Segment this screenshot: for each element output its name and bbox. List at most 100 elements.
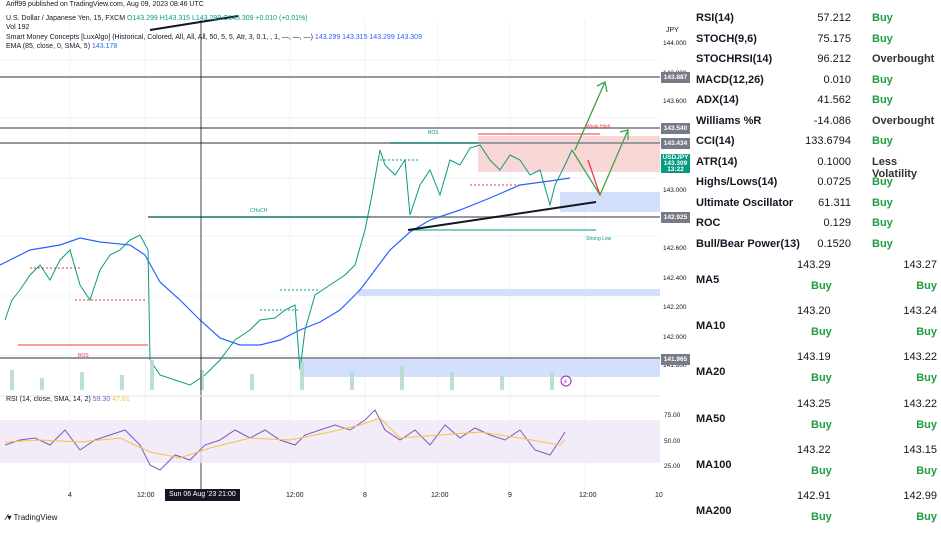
indicator-value: 0.0725 [817, 176, 851, 188]
trendline [407, 201, 597, 231]
price-tick: 141.800 [663, 362, 687, 369]
indicator-value: 0.129 [823, 217, 851, 229]
price-tick: 142.400 [663, 275, 687, 282]
rsi-tick: 50.00 [664, 438, 681, 445]
publisher-line: Ariff99 published on TradingView.com, Au… [6, 1, 204, 8]
price-chart[interactable]: BOS CHoCH BOS Strong Low Weak High ⚡ [0, 0, 690, 530]
indicator-row: Ultimate Oscillator 61.311 Buy [690, 193, 941, 213]
indicator-action: Buy [872, 135, 893, 147]
indicator-row: RSI(14) 57.212 Buy [690, 8, 941, 28]
supply-zone [478, 136, 660, 172]
price-tag: 141.965 [661, 354, 690, 365]
time-axis[interactable]: 4 12:00 12:00 8 12:00 9 12:00 10 [0, 490, 663, 504]
indicator-action: Less Volatility [872, 155, 918, 180]
indicator-value: 0.010 [823, 73, 851, 86]
ma-simple-action: Buy [811, 464, 832, 477]
chart-label-weak-high: Weak High [586, 124, 611, 130]
indicator-name: STOCH(9,6) [696, 32, 757, 45]
price-tag: USDJPY [661, 154, 690, 161]
ma-name: MA10 [696, 320, 726, 333]
rsi-legend[interactable]: RSI (14, close, SMA, 14, 2) 59.30 47.61 [6, 396, 130, 403]
price-tick: 144.000 [663, 40, 687, 47]
indicator-row: Bull/Bear Power(13) 0.1520 Buy [690, 234, 941, 254]
indicator-name: RSI(14) [696, 12, 734, 24]
indicator-row: Williams %R -14.086 Overbought [690, 111, 941, 131]
chart-label-bos-1: BOS [428, 130, 439, 136]
ema-indicator-line[interactable]: EMA (85, close, 0, SMA, 5) [6, 43, 91, 50]
chart-label-strong-low: Strong Low [586, 236, 612, 242]
indicator-row: STOCH(9,6) 75.175 Buy [690, 29, 941, 49]
chart-area[interactable]: BOS CHoCH BOS Strong Low Weak High ⚡ Ari… [0, 0, 690, 530]
ma-simple-value: 143.25 [797, 397, 831, 410]
moving-average-row: MA10 143.20 143.24 Buy Buy [690, 302, 941, 348]
time-tick: 4 [68, 492, 72, 499]
demand-zone-low [300, 359, 660, 377]
moving-average-row: MA5 143.29 143.27 Buy Buy [690, 256, 941, 302]
smc-indicator-line[interactable]: Smart Money Concepts [LuxAlgo] (Historic… [6, 33, 313, 41]
volume-line: Vol 192 [6, 24, 30, 31]
ma-exp-value: 143.24 [903, 305, 937, 318]
ma-name: MA50 [696, 412, 726, 425]
price-tick: 143.600 [663, 98, 687, 105]
indicator-action: Buy [872, 94, 893, 106]
ma-name: MA5 [696, 274, 720, 286]
ma-exp-action: Buy [916, 280, 937, 292]
ma-simple-action: Buy [811, 326, 832, 339]
rsi-value-2: 47.61 [112, 396, 130, 403]
indicator-action: Buy [872, 196, 893, 209]
indicator-row: STOCHRSI(14) 96.212 Overbought [690, 49, 941, 69]
indicator-action: Buy [872, 12, 893, 24]
ma-simple-action: Buy [811, 511, 832, 523]
indicator-action: Overbought [872, 53, 935, 65]
ohlc-values: O143.299 H143.315 L143.299 C143.309 +0.0… [127, 14, 308, 22]
ma-name: MA200 [696, 505, 732, 517]
indicator-name: ROC [696, 217, 721, 229]
indicator-row: MACD(12,26) 0.010 Buy [690, 70, 941, 90]
indicator-action: Buy [872, 217, 893, 229]
ma-exp-action: Buy [916, 511, 937, 523]
price-tick: 142.000 [663, 334, 687, 341]
price-tag: 143.887 [661, 72, 690, 83]
price-tick: 142.200 [663, 304, 687, 311]
demand-zone-mid [358, 289, 660, 296]
crosshair-time-label: Sun 06 Aug '23 21:00 [165, 489, 240, 501]
price-tag: 143.309 [661, 160, 690, 167]
rsi-line [4, 409, 566, 471]
tradingview-icon: ⁄▾ [6, 513, 12, 522]
ma-simple-value: 143.19 [797, 351, 831, 364]
drawing-line [149, 15, 239, 31]
time-tick: 8 [363, 492, 367, 499]
ma-exp-value: 143.22 [903, 397, 937, 410]
indicator-action: Buy [872, 32, 893, 45]
indicator-name: Williams %R [696, 114, 762, 127]
indicator-name: Bull/Bear Power(13) [696, 237, 800, 250]
time-tick: 12:00 [137, 492, 155, 499]
brand-label: TradingView [13, 513, 58, 522]
moving-average-row: MA100 143.22 143.15 Buy Buy [690, 441, 941, 487]
ma-exp-action: Buy [916, 464, 937, 477]
rsi-tick: 75.00 [664, 412, 681, 419]
indicator-value: 41.562 [817, 94, 851, 106]
indicator-name: MACD(12,26) [696, 73, 764, 86]
rsi-value-1: 59.30 [92, 396, 111, 403]
indicator-name: CCI(14) [696, 135, 735, 147]
ma-exp-action: Buy [916, 326, 937, 339]
ma-exp-action: Buy [916, 418, 937, 431]
indicator-action: Buy [872, 237, 893, 250]
symbol-line[interactable]: U.S. Dollar / Japanese Yen, 15, FXCM [6, 14, 126, 22]
demand-zone-upper [560, 192, 660, 212]
indicator-action: Buy [872, 176, 893, 188]
indicator-action: Buy [872, 73, 893, 86]
ma-simple-action: Buy [811, 418, 832, 431]
moving-average-row: MA200 142.91 142.99 Buy Buy [690, 487, 941, 533]
time-tick: 12:00 [431, 492, 449, 499]
indicator-row: ADX(14) 41.562 Buy [690, 90, 941, 110]
chart-legend: Ariff99 published on TradingView.com, Au… [6, 1, 422, 52]
indicator-action: Overbought [872, 114, 935, 127]
ma-exp-action: Buy [916, 372, 937, 385]
price-axis[interactable]: 144.000143.800143.600143.200143.000142.8… [660, 20, 690, 490]
ma-name: MA20 [696, 366, 726, 379]
moving-average-row: MA20 143.19 143.22 Buy Buy [690, 348, 941, 394]
ma-simple-value: 143.20 [797, 305, 831, 318]
svg-text:⚡: ⚡ [563, 378, 568, 386]
